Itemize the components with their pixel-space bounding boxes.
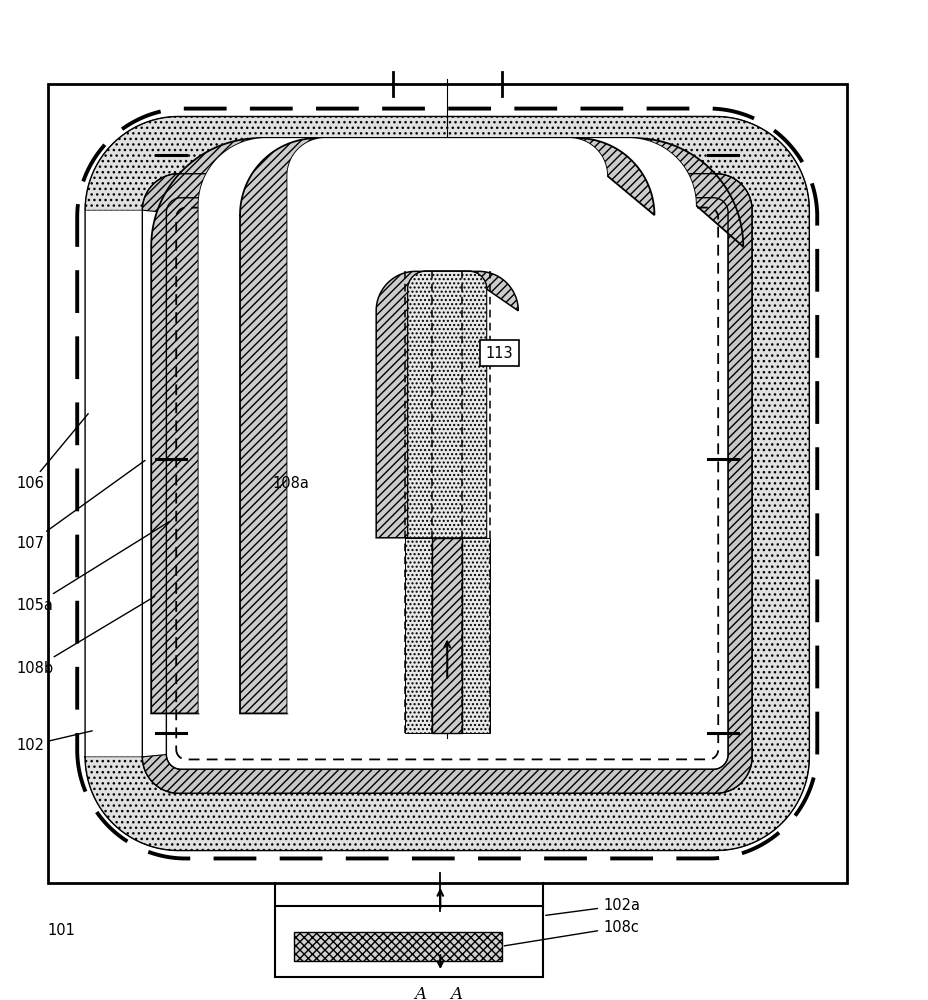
Text: A: A xyxy=(414,986,426,1000)
Polygon shape xyxy=(407,271,486,538)
Polygon shape xyxy=(376,271,518,538)
Text: 108a: 108a xyxy=(272,476,309,491)
Polygon shape xyxy=(151,138,742,713)
Polygon shape xyxy=(199,138,695,713)
Text: 107: 107 xyxy=(16,460,145,551)
Polygon shape xyxy=(287,138,606,713)
Text: 108c: 108c xyxy=(504,920,638,946)
Text: 101: 101 xyxy=(47,923,75,938)
Text: 113: 113 xyxy=(485,346,513,361)
Bar xyxy=(432,538,461,733)
Bar xyxy=(47,84,846,883)
Bar xyxy=(275,906,542,977)
Text: 105a: 105a xyxy=(16,521,170,613)
Text: 102: 102 xyxy=(16,731,92,753)
Bar xyxy=(405,538,432,733)
Bar xyxy=(294,932,501,961)
Text: 106: 106 xyxy=(16,414,88,491)
Text: 108b: 108b xyxy=(16,596,155,676)
Polygon shape xyxy=(85,116,808,851)
Text: 102a: 102a xyxy=(545,898,639,915)
Polygon shape xyxy=(142,174,752,793)
Bar xyxy=(461,538,489,733)
Polygon shape xyxy=(239,138,653,713)
Text: A: A xyxy=(450,986,462,1000)
